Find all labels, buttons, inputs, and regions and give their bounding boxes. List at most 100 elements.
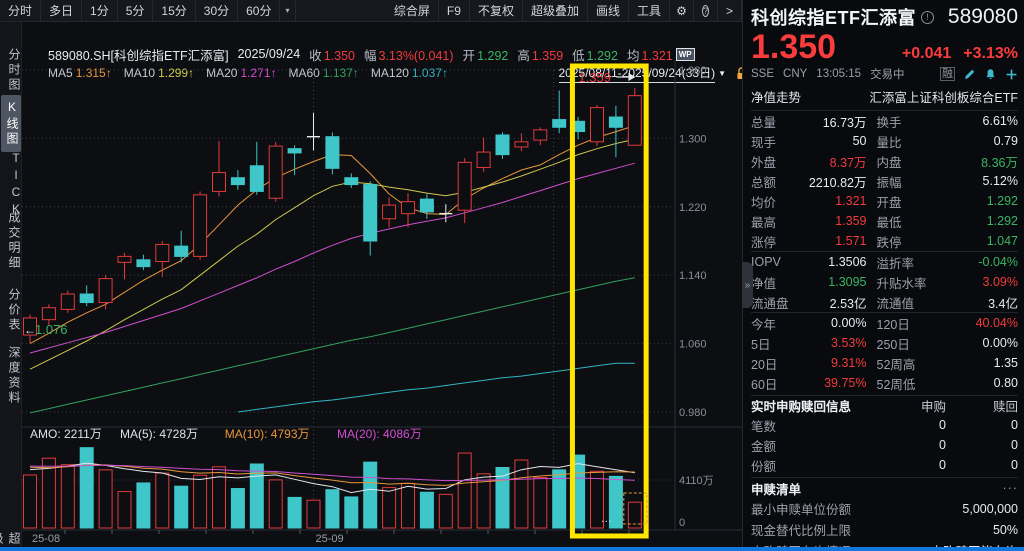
nav-trend-label[interactable]: 净值走势	[751, 91, 802, 105]
candle-body	[363, 184, 378, 242]
ma-label: MA20	[206, 66, 238, 80]
subscription-row-3: 份额 0 0	[751, 455, 1018, 475]
volume-bar	[401, 482, 415, 529]
toolbar-menu-4[interactable]: 超级叠加	[523, 0, 588, 21]
price-ma-line-ma20	[29, 162, 635, 354]
creation-list-row-1: 最小申赎单位份额 5,000,000	[751, 498, 1018, 519]
quote-stat-value: 0.00%	[982, 336, 1018, 350]
volume-ma-line	[29, 464, 635, 486]
quote-field-label: 低	[572, 48, 585, 63]
period-tab-3[interactable]: 1分	[82, 0, 118, 21]
window-bottom-accent-bar	[0, 547, 1024, 551]
quote-info-bar: 589080.SH[科创综指ETF汇添富] 2025/09/24 收 1.350 幅 3.…	[48, 44, 764, 64]
quote-stat-label: 溢折率	[876, 256, 915, 271]
fund-full-name: 汇添富上证科创板综合ETF	[869, 91, 1018, 105]
quote-row-6: 最高 1.359 最低 1.292	[751, 211, 1018, 231]
quote-row-9: 净值 1.3095 升贴水率 3.09%	[751, 272, 1018, 292]
toolbar-menu-2[interactable]: F9	[439, 0, 470, 21]
quote-row-3: 外盘 8.37万 内盘 8.36万	[751, 151, 1018, 171]
edit-pencil-icon[interactable]	[963, 68, 976, 81]
candle-body	[533, 129, 548, 141]
quote-stat-value: 1.3095	[828, 275, 867, 289]
currency-label: CNY	[783, 68, 808, 80]
alert-bell-icon[interactable]	[984, 68, 997, 81]
period-tab-1[interactable]: 分时	[0, 0, 42, 21]
high-price-arrowhead	[628, 73, 636, 81]
period-tab-2[interactable]: 多日	[41, 0, 83, 21]
add-plus-icon[interactable]	[1005, 68, 1018, 81]
subscription-row-1: 笔数 0 0	[751, 415, 1018, 435]
quote-stat-value: 16.73万	[822, 115, 867, 130]
x-axis-date-label: 25-09	[316, 533, 344, 545]
help-icon[interactable]: ?	[694, 0, 718, 21]
y-axis-tick-label: 1.060	[679, 339, 707, 351]
instrument-name: 科创综指ETF汇添富	[751, 8, 916, 28]
quote-field-value: 1.350	[323, 48, 355, 63]
candle-body	[249, 165, 264, 192]
sidebar-tab-7[interactable]: 超级	[0, 532, 21, 547]
range-caret-icon[interactable]: ▼	[718, 68, 726, 78]
price-header: 1.350 +0.041 +3.13%	[751, 30, 1018, 64]
quote-stat-label: 总额	[751, 175, 777, 190]
ma-value: 1.299↑	[158, 66, 195, 80]
period-tab-5[interactable]: 15分	[153, 0, 196, 21]
volume-bar	[495, 467, 510, 529]
period-dropdown-caret-icon[interactable]: ▾	[280, 0, 296, 21]
quote-stat-value: 0.79	[993, 134, 1018, 148]
quote-stat-label: 涨停	[751, 235, 777, 250]
candle-body	[608, 116, 623, 128]
sidebar-tab-5[interactable]: 分价表	[7, 288, 21, 333]
toolbar-menu-6[interactable]: 工具	[629, 0, 670, 21]
info-icon[interactable]: !	[921, 10, 934, 24]
nav-trend-row[interactable]: 净值走势 汇添富上证科创板综合ETF	[751, 87, 1018, 111]
volume-bar	[627, 501, 642, 529]
quote-row-10: 流通盘 2.53亿 流通值 3.4亿	[751, 292, 1018, 313]
sidebar-tab-3[interactable]: TICK	[9, 151, 23, 219]
period-tab-7[interactable]: 60分	[238, 0, 281, 21]
toolbar-menu-1[interactable]: 综合屏	[386, 0, 439, 21]
quote-stat-label: 总量	[751, 115, 777, 130]
settings-gear-icon[interactable]: ⚙	[670, 0, 694, 21]
toolbar-menu-5[interactable]: 画线	[588, 0, 629, 21]
candle-body	[41, 307, 56, 321]
volume-bar	[287, 496, 302, 529]
margin-trading-badge: 融	[940, 67, 955, 81]
candle-body	[514, 141, 529, 148]
sidebar-tab-6[interactable]: 深度资料	[7, 346, 21, 406]
quote-stat-value: 3.09%	[982, 275, 1018, 289]
quote-stat-value: 6.61%	[982, 114, 1018, 128]
candle-body	[230, 177, 245, 186]
quote-stat-value: 1.35	[993, 356, 1018, 370]
quote-stat-label: 流通盘	[751, 296, 789, 311]
quote-stat-value: 0.80	[993, 376, 1018, 390]
period-tab-6[interactable]: 30分	[196, 0, 239, 21]
instrument-code-name: 589080.SH[科创综指ETF汇添富]	[48, 48, 229, 63]
period-tab-4[interactable]: 5分	[118, 0, 154, 21]
quote-stat-label: 今年	[751, 317, 777, 332]
candle-body	[155, 243, 170, 263]
more-chevron-icon[interactable]: >	[718, 0, 742, 21]
volume-ma-line	[29, 464, 635, 482]
quote-row-12: 5日 3.53% 250日 0.00%	[751, 333, 1018, 353]
instrument-code: 589080	[947, 5, 1018, 28]
candle-body	[382, 204, 397, 220]
quote-stat-label: 现手	[751, 135, 777, 150]
date-range-label[interactable]: 2025/08/11-2025/09/24(33日)	[558, 64, 716, 83]
sidebar-tab-4[interactable]: 成交明细	[7, 211, 21, 271]
kline-chart[interactable]: 1.380 1.300 1.220 1.140 1.060 0.980 4110万 0 AMO:…	[22, 60, 742, 545]
volume-bar	[249, 463, 264, 529]
quote-stat-value: 5.12%	[982, 174, 1018, 188]
creation-list-more-icon[interactable]: ···	[1002, 481, 1018, 495]
panel-collapse-handle[interactable]: »	[742, 262, 753, 308]
sidebar-tab-2[interactable]: K线图	[1, 95, 21, 152]
volume-bar	[60, 464, 75, 529]
candle-body	[627, 95, 642, 146]
quote-stat-value: 1.3506	[828, 255, 867, 269]
drawn-highlight-rectangle[interactable]	[569, 63, 649, 539]
creation-list-value: 50%	[992, 522, 1018, 537]
toolbar-menu-3[interactable]: 不复权	[470, 0, 523, 21]
sidebar-tab-1[interactable]: 分时图	[7, 48, 21, 93]
quote-stat-value: 2210.82万	[808, 175, 867, 190]
volume-bar	[533, 477, 548, 529]
wp-badge-icon[interactable]: WP	[675, 47, 695, 61]
